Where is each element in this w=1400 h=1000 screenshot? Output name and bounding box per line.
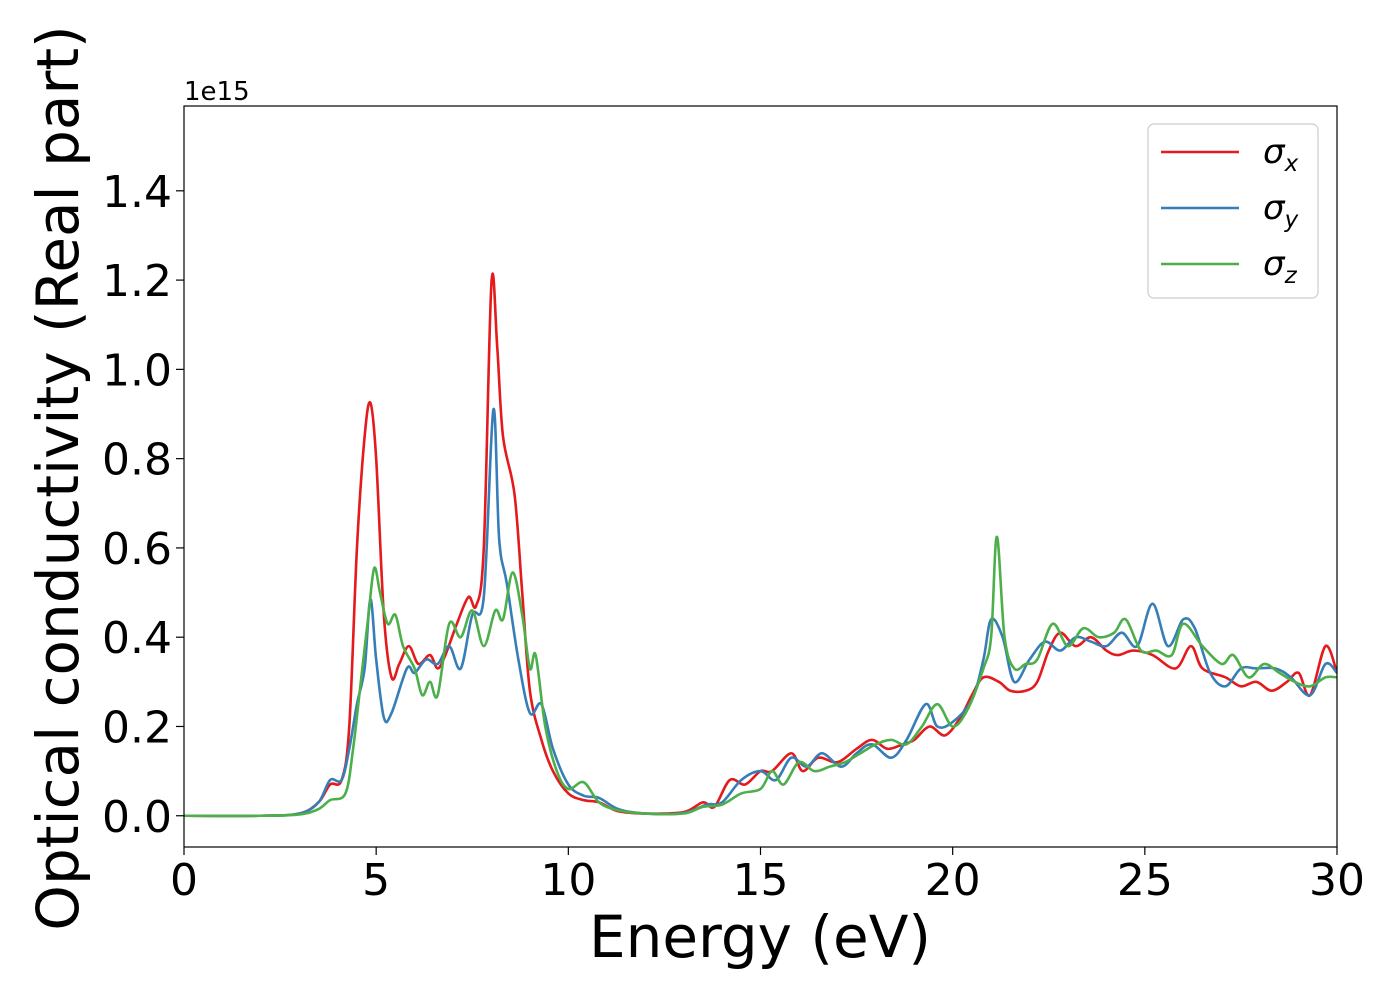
x-axis-label: Energy (eV) [589, 903, 931, 971]
x-tick-label: 10 [540, 855, 596, 906]
y-tick-label: 0.4 [102, 613, 172, 664]
x-tick-label: 5 [362, 855, 390, 906]
series-line-sigma-y [184, 408, 1337, 818]
series-line-sigma-z [184, 535, 1337, 818]
x-tick-label: 25 [1117, 855, 1173, 906]
legend-box [1147, 123, 1319, 299]
y-tick-label: 0.6 [102, 524, 172, 575]
y-tick-label: 0.0 [102, 792, 172, 843]
series-layer [184, 272, 1337, 818]
y-tick-label: 0.8 [102, 435, 172, 486]
x-tick-label: 0 [170, 855, 198, 906]
y-offset-label: 1e15 [184, 77, 250, 107]
y-tick-label: 0.2 [102, 702, 172, 753]
x-tick-label: 15 [733, 855, 789, 906]
y-tick-label: 1.0 [102, 345, 172, 396]
x-axis: 0 5 10 15 20 25 30 [170, 847, 1365, 906]
x-tick-label: 20 [925, 855, 981, 906]
y-tick-label: 1.2 [102, 256, 172, 307]
x-tick-label: 30 [1309, 855, 1365, 906]
y-tick-label: 1.4 [102, 167, 172, 218]
y-axis-label: Optical conductivity (Real part) [24, 25, 92, 930]
y-axis: 0.0 0.2 0.4 0.6 0.8 1.0 1.2 1.4 [102, 167, 184, 843]
